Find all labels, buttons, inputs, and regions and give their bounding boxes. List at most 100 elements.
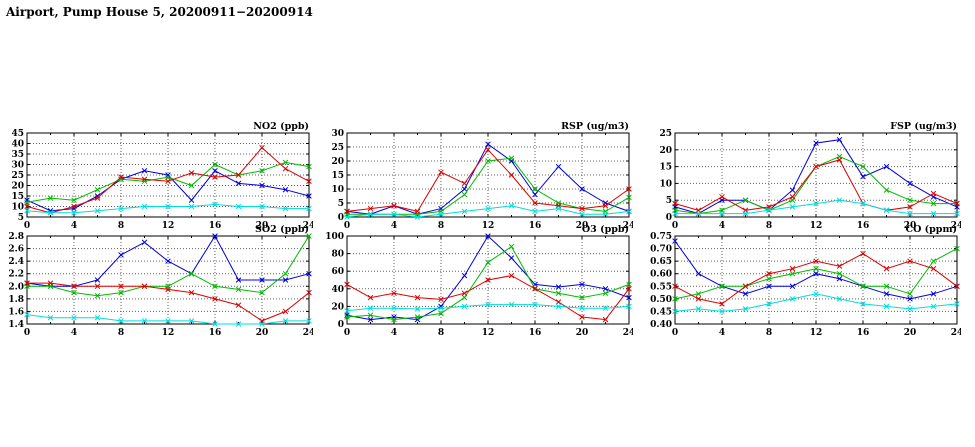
axis-label: 16 bbox=[209, 221, 222, 230]
series-markers-red bbox=[344, 272, 632, 323]
axis-label: 8 bbox=[438, 328, 444, 337]
axis-label: 8 bbox=[438, 221, 444, 230]
axis-label: 24 bbox=[303, 328, 313, 337]
axis-label: 0 bbox=[344, 328, 350, 337]
series-markers-cyan bbox=[24, 201, 312, 216]
axis-label: 25 bbox=[331, 143, 344, 153]
axis-label: 15 bbox=[659, 163, 672, 173]
axis-label: 1.4 bbox=[8, 320, 24, 330]
axis-label: 0.65 bbox=[650, 257, 672, 267]
axis-label: 2.0 bbox=[8, 282, 24, 292]
axis-label: 5 bbox=[18, 213, 24, 223]
axis-label: 20 bbox=[11, 182, 24, 192]
series-markers-cyan bbox=[672, 197, 960, 217]
axis-label: 35 bbox=[11, 150, 24, 160]
axis-label: 24 bbox=[951, 221, 961, 230]
axis-label: FSP (ug/m3) bbox=[890, 121, 957, 132]
axis-label: 16 bbox=[529, 328, 542, 337]
axis-label: 0.75 bbox=[650, 232, 672, 242]
axis-label: 12 bbox=[810, 221, 823, 230]
axis-label: CO (ppm) bbox=[906, 224, 957, 235]
axis-label: 2.8 bbox=[8, 232, 24, 242]
chart-so2: 1.4 1.6 1.8 2.0 2.2 2.4 2.6 2.8 0 4 8 12 16 20 24 SO2 (… bbox=[0, 223, 315, 338]
axis-label: 30 bbox=[11, 161, 24, 171]
axis-label: 40 bbox=[11, 140, 24, 150]
axis-label: 100 bbox=[325, 232, 344, 242]
axis-label: 12 bbox=[810, 328, 823, 337]
axis-label: 4 bbox=[391, 221, 397, 230]
axis-label: 8 bbox=[118, 221, 124, 230]
axis-label: O3 (ppb) bbox=[582, 224, 629, 235]
axis-label: 0 bbox=[338, 320, 344, 330]
axis-label: 0 bbox=[672, 328, 678, 337]
axis-label: 20 bbox=[331, 157, 344, 167]
axis-label: 40 bbox=[331, 285, 344, 295]
axis-label: 8 bbox=[766, 221, 772, 230]
axis-label: 5 bbox=[338, 199, 344, 209]
axis-label: 20 bbox=[904, 328, 917, 337]
axis-label: 8 bbox=[118, 328, 124, 337]
axis-label: 24 bbox=[623, 221, 633, 230]
axis-label: 0 bbox=[666, 213, 672, 223]
series-markers-blue bbox=[344, 233, 632, 323]
axis-label: 20 bbox=[904, 221, 917, 230]
axis-label: 2.6 bbox=[8, 245, 24, 255]
axis-label: 0 bbox=[672, 221, 678, 230]
axis-label: 4 bbox=[391, 328, 397, 337]
axis-label: 24 bbox=[623, 328, 633, 337]
axis-label: 16 bbox=[209, 328, 222, 337]
axis-label: 8 bbox=[766, 328, 772, 337]
axis-label: 4 bbox=[71, 221, 77, 230]
series-markers-red bbox=[344, 147, 632, 215]
series-markers-green bbox=[24, 233, 312, 299]
series-markers-cyan bbox=[344, 203, 632, 220]
chart-svg: 0 5 10 15 20 25 0 4 8 12 16 20 24 FSP (ug/m3) bbox=[659, 121, 963, 231]
chart-svg: 0 5 10 15 20 25 30 0 4 8 12 16 20 24 RSP (ug/m3) bbox=[331, 121, 635, 231]
axis-label: 1.6 bbox=[8, 307, 24, 317]
axis-label: 0 bbox=[24, 221, 30, 230]
series-markers-red bbox=[24, 280, 312, 324]
axis-label: 20 bbox=[256, 221, 269, 230]
axis-label: 25 bbox=[659, 129, 672, 139]
axis-label: 12 bbox=[162, 221, 175, 230]
axis-label: 0 bbox=[344, 221, 350, 230]
axis-label: 24 bbox=[303, 221, 313, 230]
axis-label: 4 bbox=[719, 221, 725, 230]
axis-label: 0.60 bbox=[650, 270, 672, 280]
series-markers-cyan bbox=[24, 311, 312, 327]
axis-label: 0 bbox=[24, 328, 30, 337]
series-markers-red bbox=[672, 250, 960, 307]
axis-label: 2.2 bbox=[8, 270, 24, 280]
chart-fsp: 0 5 10 15 20 25 0 4 8 12 16 20 24 FSP (ug/m3) bbox=[648, 120, 963, 231]
chart-co: 0.40 0.45 0.50 0.55 0.60 0.65 0.70 0.75 0 4 8 12 16 2… bbox=[648, 223, 963, 338]
axis-label: 20 bbox=[256, 328, 269, 337]
series-markers-red bbox=[24, 144, 312, 216]
axis-label: 0.50 bbox=[650, 295, 672, 305]
axis-label: 0 bbox=[338, 213, 344, 223]
axis-label: 4 bbox=[719, 328, 725, 337]
axis-label: 2.4 bbox=[8, 257, 24, 267]
axis-label: 4 bbox=[71, 328, 77, 337]
axis-label: 15 bbox=[331, 171, 344, 181]
series-markers-green bbox=[344, 243, 632, 323]
axis-label: 15 bbox=[11, 192, 24, 202]
axis-label: 12 bbox=[482, 328, 495, 337]
axis-label: 16 bbox=[857, 221, 870, 230]
series-markers-cyan bbox=[672, 291, 960, 315]
axis-label: 10 bbox=[659, 179, 672, 189]
axis-label: RSP (ug/m3) bbox=[561, 121, 629, 132]
axis-label: 0.70 bbox=[650, 245, 672, 255]
axis-label: 20 bbox=[576, 221, 589, 230]
axis-label: 5 bbox=[666, 196, 672, 206]
axis-label: 60 bbox=[331, 267, 344, 277]
axis-label: 1.8 bbox=[8, 295, 24, 305]
axis-label: 0.45 bbox=[650, 307, 672, 317]
axis-label: 0.40 bbox=[650, 320, 672, 330]
series-markers-green bbox=[24, 159, 312, 206]
axis-label: 16 bbox=[529, 221, 542, 230]
axis-label: 25 bbox=[11, 171, 24, 181]
